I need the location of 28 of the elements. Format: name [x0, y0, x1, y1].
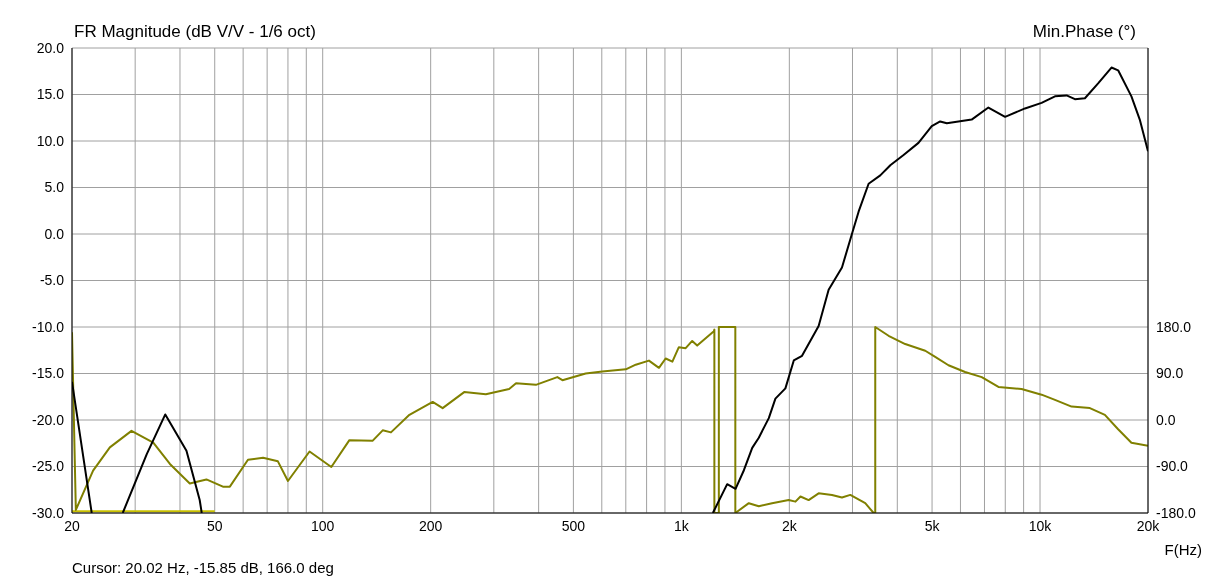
y2-axis-title: Min.Phase (°) [1032, 22, 1136, 42]
x-tick-label: 10k [1028, 517, 1053, 534]
y2-tick-label: 180.0 [1156, 318, 1192, 335]
x-tick-label: 2k [781, 517, 798, 534]
y-tick-label: -25.0 [32, 458, 65, 475]
y-tick-label: -5.0 [39, 272, 65, 289]
chart-title: FR Magnitude (dB V/V - 1/6 oct) [74, 22, 316, 42]
x-tick-label: 50 [206, 517, 223, 534]
y-tick-label: -30.0 [32, 504, 65, 521]
x-tick-label: 20 [64, 517, 80, 534]
x-tick-label: 500 [561, 517, 586, 534]
y-tick-label: 5.0 [44, 179, 65, 196]
y-tick-label: -15.0 [32, 365, 65, 382]
y2-tick-label: -90.0 [1156, 458, 1189, 475]
y2-tick-label: 90.0 [1156, 365, 1184, 382]
x-tick-label: 1k [673, 517, 690, 534]
x-tick-label: 200 [418, 517, 443, 534]
y-tick-label: -10.0 [32, 318, 65, 335]
y-tick-label: 0.0 [44, 225, 65, 242]
text: Cursor: 20.02 Hz, -15.85 dB, 166.0 deg [72, 559, 334, 576]
x-tick-label: 5k [924, 517, 941, 534]
y-tick-label: -20.0 [32, 411, 65, 428]
x-tick-label: 100 [311, 517, 335, 534]
y-tick-label: 10.0 [36, 132, 65, 149]
y-tick-label: 20.0 [36, 39, 65, 56]
x-axis-title: F(Hz) [1164, 541, 1202, 558]
y2-tick-label: 0.0 [1156, 411, 1176, 428]
y-tick-label: 15.0 [36, 86, 65, 103]
